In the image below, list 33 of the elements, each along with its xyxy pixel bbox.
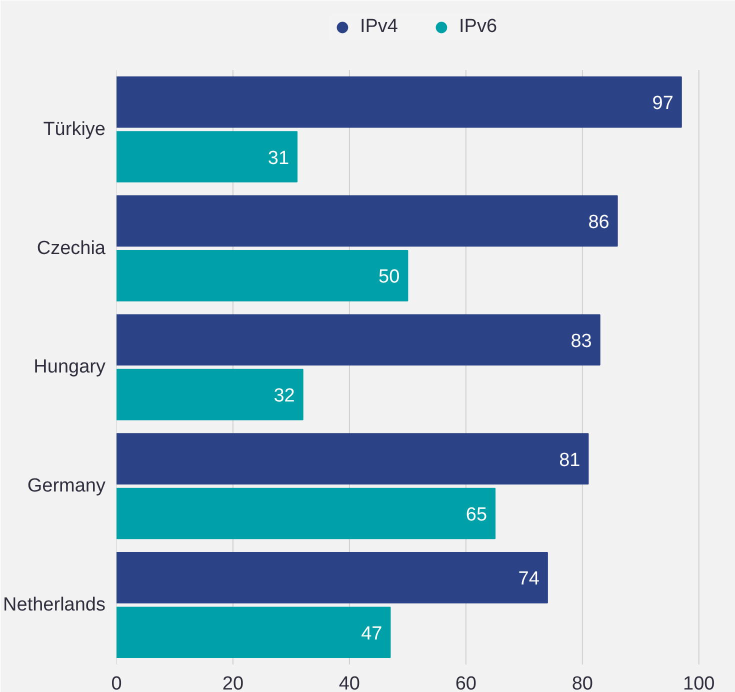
data-label: 50 bbox=[378, 266, 400, 288]
x-tick-label: 20 bbox=[222, 674, 244, 692]
x-tick-label: 40 bbox=[338, 674, 360, 692]
data-label: 97 bbox=[652, 93, 674, 114]
y-tick-label: Netherlands bbox=[3, 594, 106, 616]
data-label: 31 bbox=[268, 148, 290, 169]
legend-label: IPv6 bbox=[459, 16, 498, 38]
bar bbox=[116, 552, 548, 604]
x-tick-label: 80 bbox=[572, 674, 593, 692]
y-tick-label: Germany bbox=[27, 476, 106, 497]
bar bbox=[116, 76, 682, 128]
data-label: 81 bbox=[559, 450, 580, 471]
y-tick-label: Czechia bbox=[36, 238, 106, 259]
bar bbox=[116, 195, 618, 247]
y-tick-label: Türkiye bbox=[43, 118, 106, 140]
x-tick-label: 0 bbox=[111, 674, 122, 692]
bar bbox=[116, 314, 600, 366]
data-label: 65 bbox=[466, 504, 488, 526]
data-label: 47 bbox=[361, 623, 382, 644]
bar bbox=[116, 488, 496, 540]
y-tick-label: Hungary bbox=[34, 356, 106, 378]
bar bbox=[116, 368, 304, 420]
x-tick-label: 60 bbox=[455, 674, 476, 692]
data-label: 83 bbox=[570, 330, 592, 352]
bar bbox=[116, 131, 298, 182]
bar bbox=[116, 606, 391, 658]
data-label: 86 bbox=[588, 212, 610, 233]
legend-label: IPv4 bbox=[360, 16, 398, 38]
x-tick-label: 100 bbox=[683, 674, 715, 692]
data-label: 74 bbox=[518, 568, 540, 590]
bar bbox=[116, 250, 408, 302]
bar bbox=[116, 433, 589, 484]
data-label: 32 bbox=[274, 386, 295, 407]
